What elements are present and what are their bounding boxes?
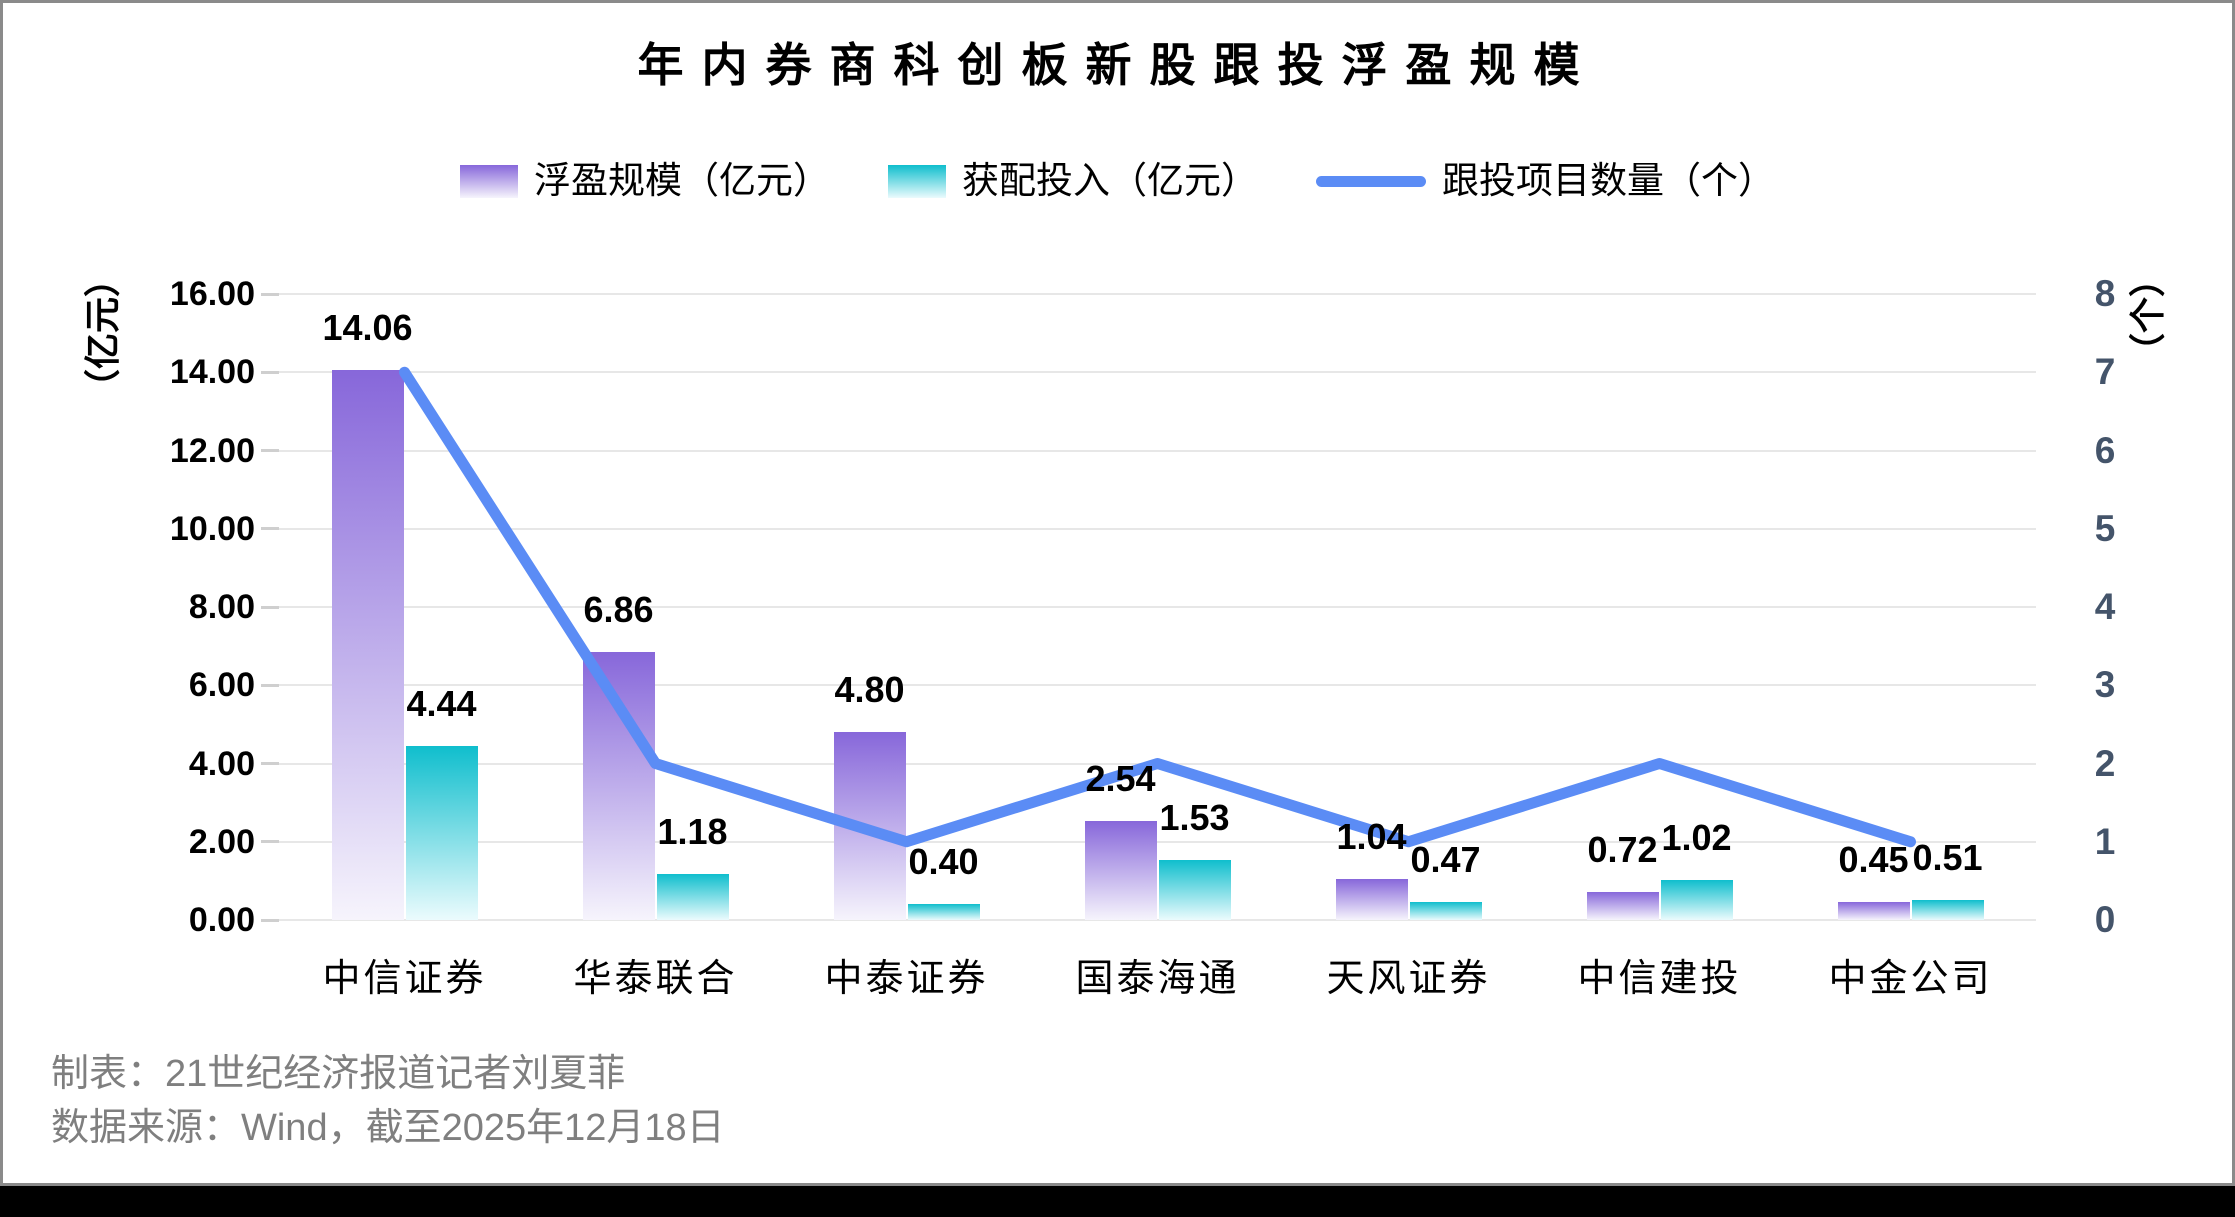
axis-tick-mark: [261, 292, 279, 296]
category-label-6: 中金公司: [1828, 958, 1993, 1000]
gridline: [279, 919, 2036, 921]
left-tick-label: 12.00: [169, 431, 255, 470]
left-tick-label: 6.00: [188, 666, 255, 705]
right-tick-label: 5: [2094, 507, 2116, 549]
bar-floating-profit-0: [331, 369, 404, 920]
bar-value-floating-profit-5: 0.72: [1587, 828, 1658, 870]
bar-value-floating-profit-6: 0.45: [1838, 839, 1909, 881]
bar-value-allocated-investment-5: 1.02: [1661, 817, 1732, 859]
bar-allocated-investment-2: [907, 904, 980, 920]
legend-item-allocated-investment: 获配投入（亿元）: [888, 159, 1258, 203]
axis-tick-mark: [261, 449, 279, 452]
right-tick-label: 4: [2094, 586, 2116, 627]
gridline: [279, 527, 2036, 530]
left-tick-label: 8.00: [188, 588, 255, 626]
bar-floating-profit-6: [1837, 902, 1910, 920]
axis-tick-mark: [261, 370, 279, 374]
left-tick-label: 2.00: [188, 822, 255, 861]
bar-allocated-investment-1: [656, 873, 729, 920]
footer: 制表：21世纪经济报道记者刘夏菲 数据来源：Wind，截至2025年12月18日: [51, 1047, 725, 1155]
gridline: [279, 371, 2036, 374]
axis-tick-mark: [261, 840, 279, 844]
bar-value-floating-profit-2: 4.80: [834, 669, 905, 711]
category-label-2: 中泰证券: [824, 958, 989, 1000]
right-tick-label: 2: [2094, 742, 2116, 784]
bar-value-allocated-investment-0: 4.44: [406, 683, 477, 725]
category-label-4: 天风证券: [1326, 958, 1491, 1000]
trend-line: [399, 366, 1916, 848]
bar-floating-profit-3: [1084, 820, 1157, 920]
axis-tick-mark: [261, 527, 279, 531]
bar-value-floating-profit-3: 2.54: [1085, 757, 1156, 799]
bar-allocated-investment-3: [1158, 860, 1231, 920]
category-label-1: 华泰联合: [573, 958, 738, 1000]
category-label-5: 中信建投: [1577, 958, 1742, 1000]
legend-item-project-count: 跟投项目数量（个）: [1316, 159, 1775, 203]
gridline: [279, 840, 2036, 843]
left-tick-label: 0.00: [188, 901, 255, 939]
legend-swatch-allocated-investment: [888, 164, 946, 198]
bar-allocated-investment-5: [1660, 880, 1733, 920]
bottom-black-bar: [0, 1186, 2235, 1217]
gridline: [279, 293, 2036, 295]
bar-value-allocated-investment-1: 1.18: [657, 810, 728, 852]
axis-tick-mark: [261, 762, 279, 765]
axis-tick-mark: [261, 683, 279, 687]
bar-value-floating-profit-4: 1.04: [1336, 816, 1407, 858]
bar-value-allocated-investment-6: 0.51: [1912, 837, 1983, 879]
axis-tick-mark: [261, 605, 279, 609]
legend-swatch-project-count: [1316, 175, 1426, 187]
legend-item-floating-profit: 浮盈规模（亿元）: [460, 159, 830, 203]
legend-label-floating-profit: 浮盈规模（亿元）: [534, 160, 830, 201]
chart-title: 年内券商科创板新股跟投浮盈规模: [637, 39, 1598, 91]
category-label-3: 国泰海通: [1075, 958, 1240, 1000]
bar-value-floating-profit-1: 6.86: [583, 588, 654, 630]
legend-swatch-floating-profit: [460, 164, 518, 198]
gridline: [279, 449, 2036, 452]
gridline: [279, 606, 2036, 608]
category-label-0: 中信证券: [322, 958, 487, 1000]
bar-value-allocated-investment-2: 0.40: [908, 841, 979, 883]
legend: 浮盈规模（亿元） 获配投入（亿元） 跟投项目数量（个）: [3, 159, 2232, 203]
footer-source: 数据来源：Wind，截至2025年12月18日: [51, 1107, 725, 1149]
bar-allocated-investment-0: [405, 746, 478, 920]
legend-label-project-count: 跟投项目数量（个）: [1442, 160, 1775, 201]
bar-floating-profit-4: [1335, 879, 1408, 920]
right-tick-label: 6: [2094, 429, 2116, 471]
bar-value-allocated-investment-4: 0.47: [1410, 838, 1481, 880]
legend-label-allocated-investment: 获配投入（亿元）: [962, 160, 1258, 201]
bar-allocated-investment-4: [1409, 901, 1482, 920]
right-tick-label: 7: [2094, 351, 2116, 393]
bar-value-allocated-investment-3: 1.53: [1159, 797, 1230, 839]
left-tick-label: 16.00: [169, 275, 255, 313]
bar-floating-profit-5: [1586, 891, 1659, 920]
left-tick-label: 14.00: [169, 353, 255, 392]
left-tick-label: 10.00: [169, 509, 255, 548]
footer-credit: 制表：21世纪经济报道记者刘夏菲: [51, 1053, 626, 1095]
plot-area: 0.00 0 2.00 1 4.00 2 6.00 3 8.00 4 10.00 5 12.00 6 14.…: [3, 3, 2232, 1183]
bar-allocated-investment-6: [1911, 900, 1984, 920]
axis-tick-mark: [261, 918, 279, 922]
right-tick-label: 0: [2094, 899, 2116, 940]
bar-value-floating-profit-0: 14.06: [322, 306, 413, 348]
right-tick-label: 8: [2094, 273, 2116, 314]
left-tick-label: 4.00: [188, 744, 255, 783]
trend-line-layer: [399, 366, 1916, 848]
right-tick-label: 1: [2094, 820, 2116, 862]
chart-window: 年内券商科创板新股跟投浮盈规模 浮盈规模（亿元） 获配投入（亿元） 跟投项目数量…: [0, 0, 2235, 1186]
gridline: [279, 684, 2036, 687]
right-tick-label: 3: [2094, 664, 2116, 706]
